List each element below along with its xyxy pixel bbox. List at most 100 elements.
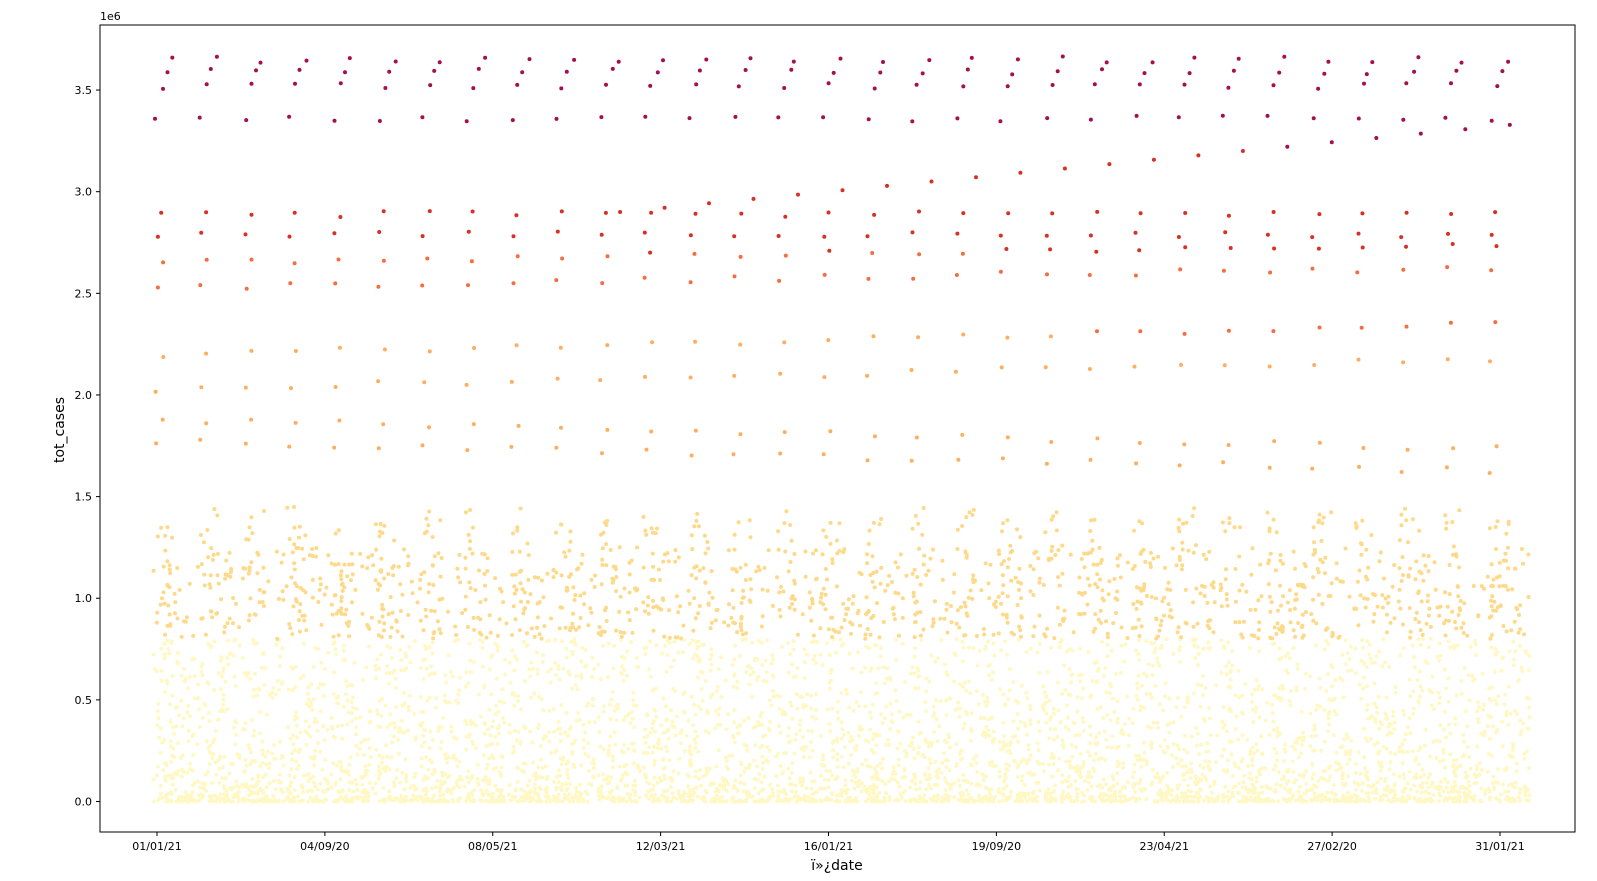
data-point [826,778,831,782]
data-point [662,643,667,648]
data-point [928,757,933,762]
data-point [206,682,211,686]
data-point [924,787,929,792]
data-point [700,670,705,675]
data-point [614,589,619,594]
data-point [404,773,409,778]
data-point [1051,514,1056,519]
data-point [1001,692,1006,697]
data-point [1089,775,1094,780]
data-point [451,799,455,804]
data-point [971,507,976,512]
data-point [969,711,974,716]
data-point [536,722,541,727]
data-point [740,595,745,600]
data-point [227,550,232,555]
data-point [803,798,808,803]
data-point [732,234,737,239]
data-point [738,432,743,437]
data-point [870,702,875,707]
data-point [963,549,968,554]
data-point [154,441,159,446]
data-point [204,351,209,356]
data-point [732,373,737,378]
data-point [576,710,581,715]
data-point [996,631,1001,636]
data-point [220,776,225,781]
data-point [249,515,254,520]
data-point [853,770,858,775]
data-point [686,784,690,789]
data-point [303,533,308,538]
data-point [756,564,761,569]
data-point [233,792,238,797]
data-point [779,584,783,589]
data-point [566,776,571,780]
data-point [170,773,175,778]
data-point [176,769,180,774]
data-point [458,675,462,680]
data-point [1257,620,1262,625]
data-point [713,709,718,713]
data-point [1142,740,1147,745]
data-point [600,451,604,456]
data-point [400,592,405,597]
data-point [413,771,418,776]
data-point [934,717,939,722]
data-point [628,796,632,801]
data-point [1104,782,1109,787]
data-point [482,753,486,758]
data-point [818,626,823,631]
data-point [310,547,315,552]
data-point [1037,671,1042,675]
data-point [250,531,255,536]
data-point [437,627,442,632]
data-point [735,725,740,730]
data-point [1112,577,1117,581]
data-point [468,732,472,737]
data-point [1080,799,1085,804]
data-point [604,523,609,527]
data-point [1248,607,1253,612]
data-point [941,751,946,756]
data-point [1249,777,1254,782]
data-point [752,786,757,791]
data-point [316,600,321,604]
data-point [293,581,297,586]
data-point [1123,794,1127,799]
data-point [539,636,544,641]
data-point [438,631,443,636]
data-point [1003,772,1008,777]
data-point [410,797,415,802]
data-point [768,719,772,724]
data-point [1228,668,1233,673]
data-point [1161,708,1166,713]
data-point [1004,762,1009,766]
data-point [974,689,979,694]
data-point [1259,798,1264,803]
data-point [163,632,168,637]
data-point [1085,551,1090,556]
data-point [798,718,803,723]
data-point [290,666,295,671]
data-point [990,760,995,765]
data-point [247,565,252,570]
data-point [695,734,700,739]
data-point [590,703,595,708]
data-point [248,762,253,767]
data-point [599,232,604,237]
data-point [596,773,601,778]
data-point [249,348,254,353]
data-point [872,750,877,755]
data-point [387,794,392,799]
data-point [1050,752,1055,756]
data-point [998,747,1003,752]
data-point [581,797,586,802]
data-point [342,769,347,774]
data-point [645,712,650,717]
data-point [747,682,752,687]
data-point [1150,695,1155,700]
data-point [312,754,317,759]
data-point [1254,678,1259,683]
data-point [441,799,446,804]
